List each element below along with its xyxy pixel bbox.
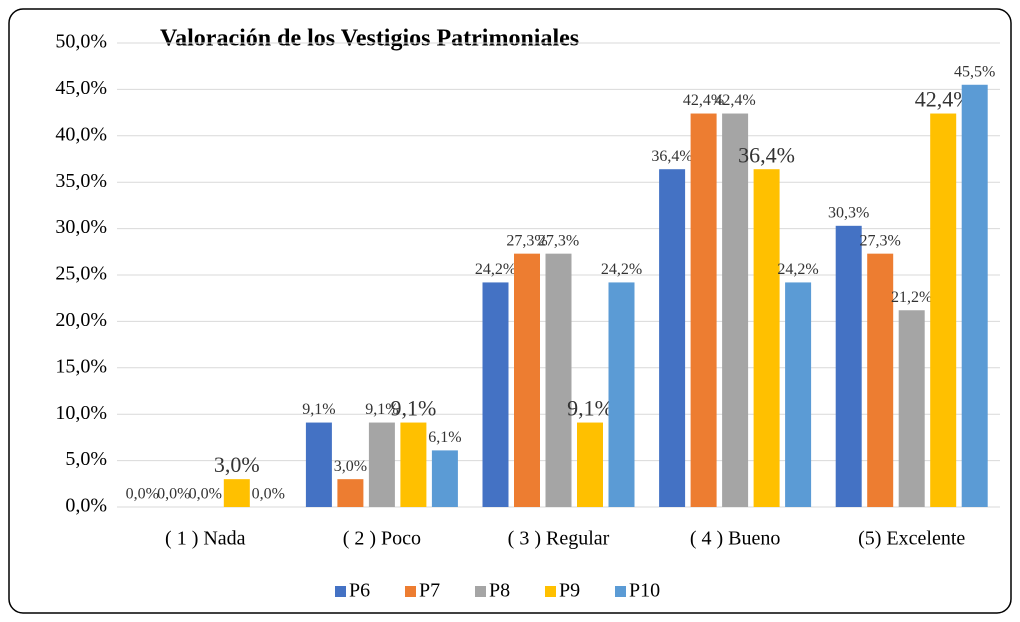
y-tick-label: 10,0% <box>55 402 107 424</box>
y-tick-label: 35,0% <box>55 170 107 192</box>
x-tick-label: ( 3 ) Regular <box>508 528 610 550</box>
data-label: 9,1% <box>365 401 398 418</box>
data-label: 0,0% <box>126 486 159 503</box>
data-label: 3,0% <box>214 452 260 477</box>
data-label: 24,2% <box>601 261 642 278</box>
y-tick-label: 20,0% <box>55 309 107 331</box>
y-tick-label: 5,0% <box>65 448 107 470</box>
data-label: 6,1% <box>428 429 461 446</box>
bar <box>337 479 364 507</box>
data-label: 0,0% <box>157 486 190 503</box>
bar <box>690 113 717 507</box>
y-tick-label: 40,0% <box>55 123 107 145</box>
data-label: 36,4% <box>738 142 795 167</box>
data-label: 42,4% <box>714 92 755 109</box>
legend-swatch <box>335 586 346 597</box>
data-label: 0,0% <box>189 486 222 503</box>
legend-swatch <box>545 586 556 597</box>
x-tick-label: ( 4 ) Bueno <box>690 528 781 550</box>
y-tick-label: 45,0% <box>55 77 107 99</box>
data-label: 24,2% <box>475 261 516 278</box>
bar <box>431 450 458 507</box>
data-label: 9,1% <box>567 396 613 421</box>
legend-label: P6 <box>349 580 370 602</box>
bar <box>482 282 509 507</box>
y-tick-label: 15,0% <box>55 355 107 377</box>
x-tick-label: ( 1 ) Nada <box>165 528 246 550</box>
bar <box>545 253 572 507</box>
data-label: 0,0% <box>252 486 285 503</box>
legend-swatch <box>615 586 626 597</box>
legend-label: P10 <box>629 580 660 602</box>
bar <box>722 113 749 507</box>
x-tick-label: ( 2 ) Poco <box>343 528 421 550</box>
bar <box>785 282 812 507</box>
bar <box>930 113 957 507</box>
bar <box>753 169 780 507</box>
y-tick-label: 30,0% <box>55 216 107 238</box>
data-label: 42,4% <box>683 92 724 109</box>
data-label: 27,3% <box>538 232 579 249</box>
bar <box>368 422 395 507</box>
bar <box>608 282 635 507</box>
legend-label: P7 <box>419 580 440 602</box>
chart-title: Valoración de los Vestigios Patrimoniale… <box>160 26 579 52</box>
data-label: 9,1% <box>390 396 436 421</box>
legend-swatch <box>405 586 416 597</box>
data-label: 27,3% <box>506 232 547 249</box>
bar <box>659 169 686 507</box>
y-tick-label: 0,0% <box>65 495 107 517</box>
data-label: 24,2% <box>777 261 818 278</box>
bar <box>305 422 332 507</box>
bar <box>514 253 540 507</box>
bar <box>400 422 427 507</box>
data-label: 27,3% <box>860 232 901 249</box>
data-label: 21,2% <box>891 289 932 306</box>
bar <box>835 225 862 508</box>
data-label: 45,5% <box>954 63 995 80</box>
bar <box>898 310 925 507</box>
legend-swatch <box>475 586 486 597</box>
y-tick-label: 50,0% <box>55 31 107 53</box>
data-label: 36,4% <box>651 148 692 165</box>
legend-label: P9 <box>559 580 580 602</box>
data-label: 9,1% <box>302 401 335 418</box>
bar <box>867 253 894 507</box>
legend-label: P8 <box>489 580 510 602</box>
data-label: 3,0% <box>334 458 367 475</box>
bar <box>223 479 250 507</box>
bar <box>961 84 988 507</box>
data-label: 30,3% <box>828 204 869 221</box>
bar <box>577 422 603 507</box>
y-tick-label: 25,0% <box>55 263 107 285</box>
x-tick-label: (5) Excelente <box>858 528 965 550</box>
